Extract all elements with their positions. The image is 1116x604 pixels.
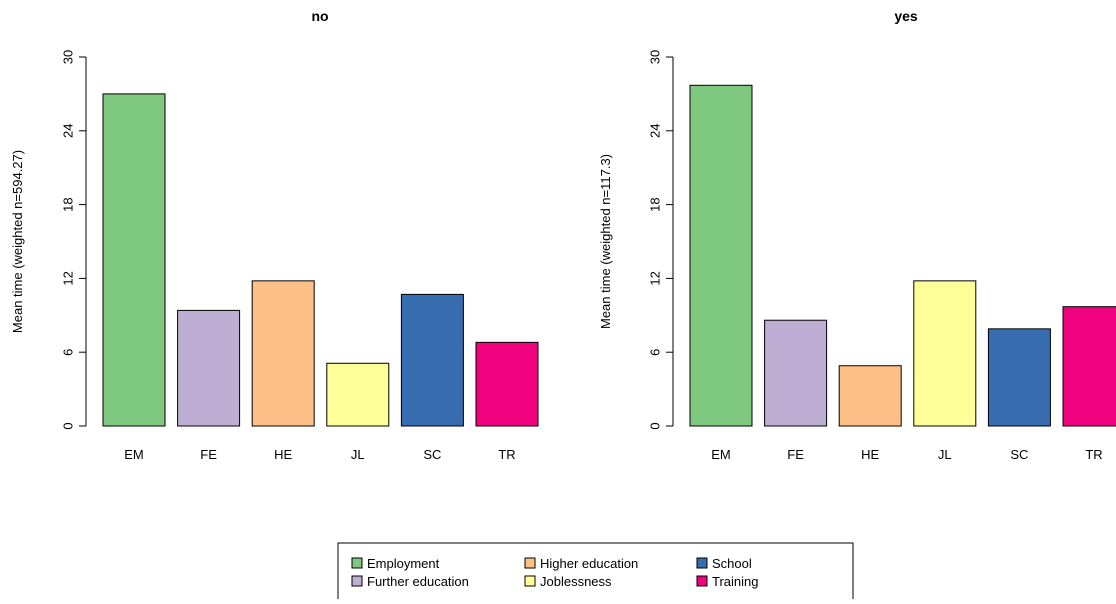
- bar-jl: [326, 362, 390, 427]
- y-tick-label: 24: [648, 124, 663, 138]
- panel-title: no: [311, 8, 328, 24]
- legend-swatch: [696, 557, 708, 569]
- legend-swatch: [696, 575, 708, 587]
- y-tick-label: 24: [61, 124, 76, 138]
- y-tick-label: 0: [61, 422, 76, 429]
- legend-swatch: [524, 557, 536, 569]
- bar-fe: [177, 309, 241, 427]
- bar-em: [689, 84, 753, 427]
- y-tick-label: 18: [61, 197, 76, 211]
- bar-em: [102, 93, 166, 427]
- legend-box: [337, 542, 854, 604]
- category-label: HE: [274, 447, 292, 462]
- y-tick-label: 12: [648, 271, 663, 285]
- bar-he: [838, 365, 902, 427]
- category-label: EM: [711, 447, 731, 462]
- legend-label: Further education: [367, 574, 469, 589]
- legend-swatch: [351, 557, 363, 569]
- bar-jl: [913, 280, 977, 427]
- y-tick-label: 6: [61, 349, 76, 356]
- legend-swatch: [524, 575, 536, 587]
- category-label: FE: [787, 447, 804, 462]
- bar-tr: [475, 341, 539, 427]
- bar-sc: [987, 328, 1051, 427]
- legend-label: Employment: [367, 556, 440, 571]
- category-label: JL: [938, 447, 952, 462]
- y-tick-label: 18: [648, 197, 663, 211]
- legend-label: School: [712, 556, 752, 571]
- y-tick-label: 30: [61, 50, 76, 64]
- category-label: HE: [861, 447, 879, 462]
- bar-sc: [400, 293, 464, 427]
- y-tick-label: 6: [648, 349, 663, 356]
- bar-tr: [1062, 306, 1116, 427]
- y-axis-label: Mean time (weighted n=117.3): [598, 154, 613, 329]
- category-label: TR: [498, 447, 515, 462]
- category-label: TR: [1085, 447, 1102, 462]
- category-label: FE: [200, 447, 217, 462]
- y-tick-label: 12: [61, 271, 76, 285]
- category-label: SC: [1010, 447, 1028, 462]
- y-tick-label: 30: [648, 50, 663, 64]
- bar-he: [251, 280, 315, 427]
- category-label: EM: [124, 447, 144, 462]
- legend-label: Training: [712, 574, 758, 589]
- bar-fe: [764, 319, 828, 427]
- y-axis-label: Mean time (weighted n=594.27): [10, 150, 25, 333]
- legend-label: Higher education: [540, 556, 638, 571]
- y-tick-label: 0: [648, 422, 663, 429]
- category-label: JL: [351, 447, 365, 462]
- panel-title: yes: [894, 8, 918, 24]
- legend-label: Joblessness: [540, 574, 612, 589]
- legend-swatch: [351, 575, 363, 587]
- category-label: SC: [423, 447, 441, 462]
